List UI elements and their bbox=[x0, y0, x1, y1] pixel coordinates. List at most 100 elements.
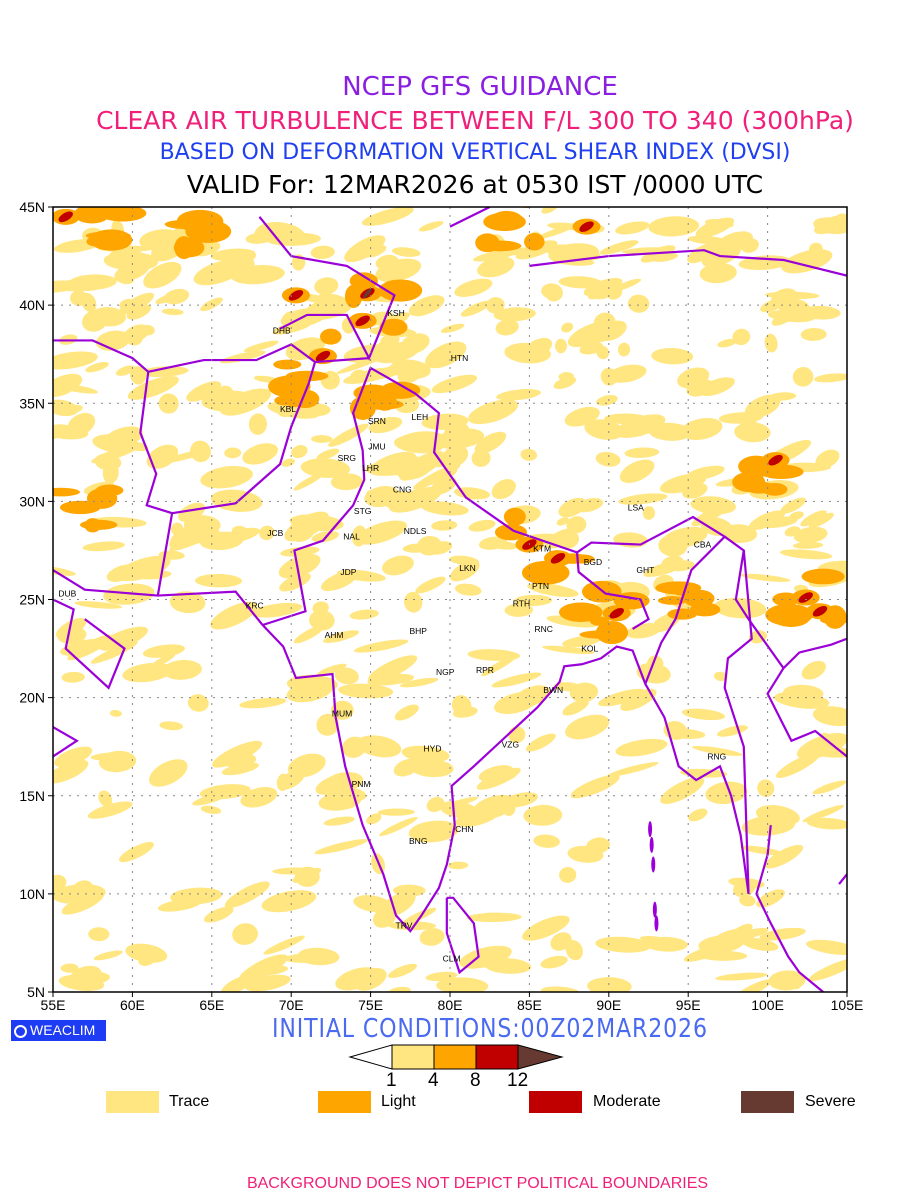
trace-area bbox=[90, 641, 138, 664]
trace-area bbox=[402, 907, 437, 925]
trace-area bbox=[256, 229, 274, 236]
trace-area bbox=[808, 242, 823, 256]
weaclim-logo: WEACLIM bbox=[11, 1020, 106, 1041]
trace-area bbox=[203, 906, 234, 923]
trace-area bbox=[293, 472, 325, 491]
trace-area bbox=[159, 721, 184, 731]
lat-tick-label: 35N bbox=[19, 395, 45, 411]
logo-circle-icon bbox=[14, 1025, 27, 1038]
trace-area bbox=[713, 671, 728, 682]
trace-area bbox=[278, 553, 321, 579]
light-area bbox=[524, 233, 545, 251]
trace-area bbox=[599, 240, 639, 255]
trace-area bbox=[161, 308, 184, 316]
trace-area bbox=[395, 431, 445, 451]
trace-area bbox=[240, 786, 278, 808]
trace-area bbox=[327, 304, 350, 312]
trace-area bbox=[604, 413, 651, 425]
trace-area bbox=[620, 688, 657, 711]
trace-area bbox=[440, 323, 465, 333]
lon-tick-label: 70E bbox=[279, 997, 304, 1013]
station-label: KRC bbox=[246, 600, 264, 610]
trace-area bbox=[338, 683, 394, 699]
trace-area bbox=[607, 286, 623, 300]
trace-area bbox=[404, 591, 423, 613]
trace-area bbox=[431, 374, 478, 394]
trace-area bbox=[533, 834, 560, 848]
trace-area bbox=[627, 294, 650, 313]
trace-area bbox=[425, 971, 458, 982]
station-label: HTN bbox=[451, 353, 468, 363]
trace-area bbox=[565, 940, 583, 961]
trace-area bbox=[170, 887, 223, 905]
light-area bbox=[689, 602, 721, 617]
trace-area bbox=[354, 968, 387, 991]
trace-area bbox=[520, 448, 538, 461]
boundary-line bbox=[261, 624, 750, 933]
trace-area bbox=[98, 750, 137, 773]
island bbox=[648, 821, 653, 838]
severe-area bbox=[363, 288, 372, 299]
trace-area bbox=[806, 817, 847, 830]
trace-area bbox=[401, 745, 450, 763]
trace-area bbox=[158, 393, 179, 414]
lat-tick-label: 20N bbox=[19, 690, 45, 706]
trace-area bbox=[186, 381, 222, 402]
trace-area bbox=[454, 583, 482, 596]
trace-area bbox=[477, 256, 515, 278]
trace-area bbox=[193, 259, 245, 286]
trace-area bbox=[688, 808, 708, 822]
trace-area bbox=[200, 805, 222, 815]
trace-area bbox=[523, 804, 563, 826]
trace-area bbox=[545, 285, 563, 302]
trace-area bbox=[587, 977, 632, 992]
trace-area bbox=[792, 367, 814, 387]
trace-area bbox=[780, 497, 806, 514]
trace-area bbox=[607, 364, 647, 383]
trace-area bbox=[259, 525, 275, 541]
boundary-line bbox=[575, 552, 650, 630]
colorbar-tick: 4 bbox=[428, 1070, 439, 1091]
moderate-area bbox=[609, 607, 624, 619]
trace-area bbox=[251, 602, 303, 618]
station-label: TRV bbox=[396, 920, 413, 930]
trace-area bbox=[562, 635, 601, 648]
lat-tick-label: 30N bbox=[19, 493, 45, 509]
trace-area bbox=[300, 458, 351, 478]
trace-area bbox=[242, 443, 279, 465]
initial-conditions: INITIAL CONDITIONS:00Z02MAR2026 bbox=[272, 1014, 708, 1044]
trace-area bbox=[393, 758, 420, 777]
trace-area bbox=[779, 549, 833, 560]
trace-area bbox=[249, 965, 289, 976]
trace-area bbox=[687, 235, 728, 245]
trace-area bbox=[284, 511, 329, 542]
light-area bbox=[379, 318, 408, 336]
light-area bbox=[569, 554, 595, 564]
trace-area bbox=[146, 444, 179, 469]
trace-area bbox=[200, 465, 253, 489]
trace-area bbox=[368, 655, 418, 682]
trace-area bbox=[735, 979, 772, 992]
trace-area bbox=[558, 276, 603, 289]
trace-area bbox=[314, 277, 339, 295]
trace-area bbox=[661, 526, 708, 549]
trace-area bbox=[651, 347, 694, 365]
colorbar-severe-arrow bbox=[517, 1044, 564, 1070]
light-area bbox=[765, 603, 813, 626]
light-area bbox=[319, 328, 342, 345]
trace-area bbox=[486, 297, 505, 314]
light-area bbox=[98, 207, 147, 222]
trace-area bbox=[316, 448, 340, 460]
light-area bbox=[595, 621, 629, 645]
trace-area bbox=[741, 238, 759, 253]
station-label: CNG bbox=[393, 485, 412, 495]
trace-area bbox=[615, 221, 650, 235]
trace-area bbox=[241, 251, 257, 262]
trace-area bbox=[210, 489, 263, 512]
trace-area bbox=[493, 307, 536, 322]
trace-area bbox=[379, 817, 418, 837]
trace-area bbox=[755, 805, 800, 826]
lat-tick-label: 25N bbox=[19, 592, 45, 608]
trace-area bbox=[372, 341, 420, 364]
